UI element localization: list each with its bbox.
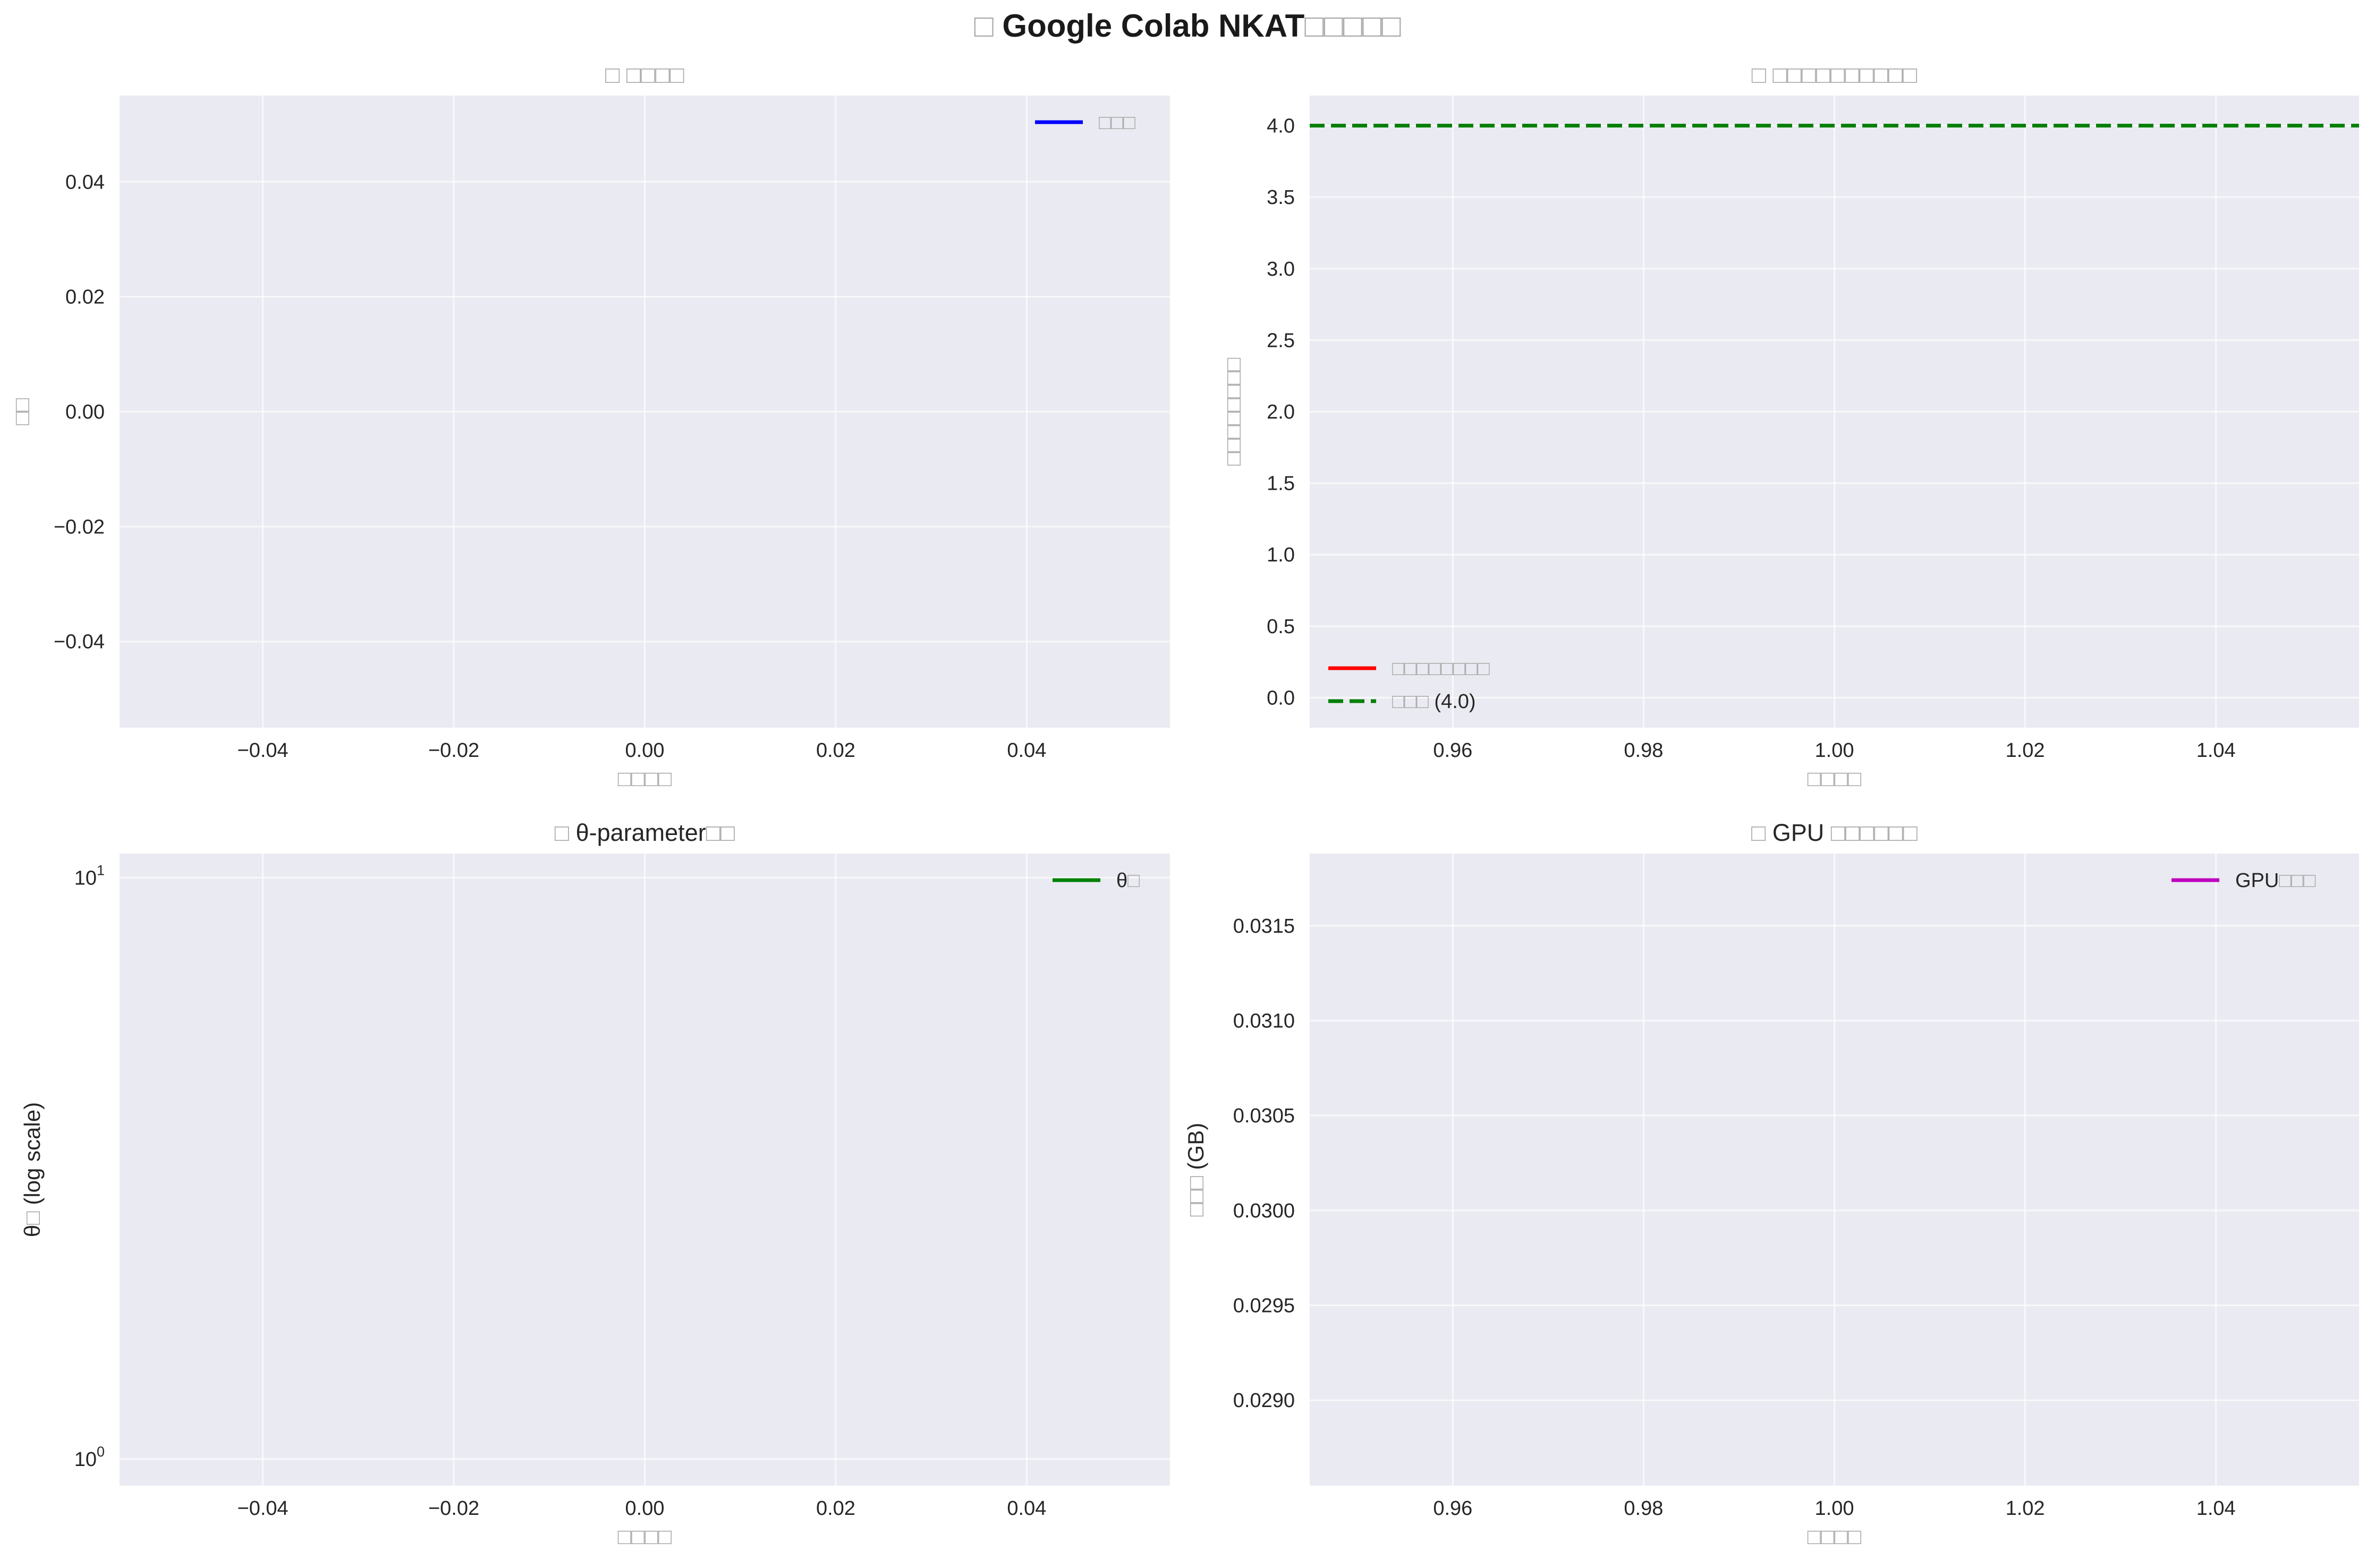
y-tick-label: 0.0295 — [1233, 1295, 1295, 1317]
x-tick-label: 0.98 — [1624, 739, 1663, 762]
legend-entry: □□□ (4.0) — [1328, 691, 1476, 713]
x-tick-label: 0.04 — [1007, 1497, 1046, 1520]
y-tick-label: 3.0 — [1267, 258, 1295, 280]
y-tick-label: −0.04 — [54, 631, 105, 653]
y-tick-label: −0.02 — [54, 516, 105, 538]
y-tick-label: 100 — [74, 1444, 105, 1471]
y-tick-label: 4.0 — [1267, 115, 1295, 138]
y-tick-label: 0.0290 — [1233, 1390, 1295, 1412]
y-tick-label: 0.0305 — [1233, 1105, 1295, 1127]
y-axis-label: θ□ (log scale) — [20, 1102, 45, 1237]
y-axis-label: □□□□□□□□ — [1220, 357, 1245, 466]
x-axis-label: □□□□ — [618, 1524, 672, 1549]
legend-entry: GPU□□□ — [2172, 870, 2315, 892]
x-tick-label: −0.02 — [428, 1497, 479, 1520]
subplot-title: □ GPU □□□□□□ — [1751, 819, 1918, 846]
x-tick-label: 0.96 — [1433, 739, 1472, 762]
x-tick-label: 0.00 — [625, 1497, 665, 1520]
x-axis-label: □□□□ — [1808, 1524, 1862, 1549]
x-tick-label: 0.98 — [1624, 1497, 1663, 1520]
y-tick-label: 2.0 — [1267, 401, 1295, 423]
legend-label: □□□ (4.0) — [1392, 691, 1476, 713]
subplot-title: □ □□□□ — [605, 61, 684, 88]
legend-entry: □□□□□□□□ — [1328, 658, 1490, 680]
y-tick-label: 0.04 — [65, 171, 105, 193]
subplot-ax3: −0.04 −0.02 0.00 0.02 0.04 100 101 □ θ-paramete… — [20, 819, 1170, 1549]
y-tick-label: 2.5 — [1267, 329, 1295, 352]
x-axis-label: □□□□ — [1808, 766, 1862, 791]
y-tick-label: 101 — [74, 862, 105, 889]
x-tick-label: −0.04 — [238, 739, 289, 762]
y-tick-label: 0.00 — [65, 401, 105, 423]
y-tick-label: 0.02 — [65, 286, 105, 309]
y-tick-label: 0.0 — [1267, 687, 1295, 709]
x-tick-label: 0.02 — [816, 739, 855, 762]
x-tick-label: 1.00 — [1815, 739, 1854, 762]
x-tick-label: 0.00 — [625, 739, 665, 762]
subplot-ax1: −0.04 −0.02 0.00 0.02 0.04 −0.04 −0.02 0.00 0.02… — [9, 61, 1170, 791]
legend-label: θ□ — [1116, 870, 1140, 892]
x-tick-label: −0.04 — [238, 1497, 289, 1520]
x-axis-label: □□□□ — [618, 766, 672, 791]
y-axis-label: □□□ (GB) — [1183, 1123, 1208, 1216]
y-tick-label: 3.5 — [1267, 186, 1295, 209]
y-tick-label: 1.0 — [1267, 544, 1295, 566]
subplot-ax4: 0.96 0.98 1.00 1.02 1.04 0.0290 0.0295 0.0300 0.… — [1183, 819, 2359, 1549]
y-axis-label: □□ — [9, 398, 34, 425]
figure-title: □ Google Colab NKAT□□□□□ — [974, 8, 1401, 44]
x-tick-label: 1.04 — [2196, 1497, 2236, 1520]
y-tick-label: 0.5 — [1267, 616, 1295, 638]
x-tick-label: 0.02 — [816, 1497, 855, 1520]
subplot-ax2: 0.96 0.98 1.00 1.02 1.04 0.0 0.5 1.0 1.5 2.0 2.5 3.… — [1220, 61, 2359, 791]
y-tick-label: 0.0300 — [1233, 1200, 1295, 1222]
y-tick-label: 0.0310 — [1233, 1010, 1295, 1032]
legend-label: GPU□□□ — [2235, 870, 2315, 892]
legend-label: □□□□□□□□ — [1392, 658, 1490, 680]
x-tick-label: 1.02 — [2006, 1497, 2045, 1520]
x-tick-label: 0.96 — [1433, 1497, 1472, 1520]
legend-label: □□□ — [1099, 112, 1135, 134]
x-tick-label: −0.02 — [428, 739, 479, 762]
subplot-title: □ □□□□□□□□□□ — [1752, 61, 1918, 88]
x-tick-label: 1.02 — [2006, 739, 2045, 762]
x-tick-label: 0.04 — [1007, 739, 1046, 762]
x-tick-label: 1.04 — [2196, 739, 2236, 762]
legend-entry: θ□ — [1053, 870, 1140, 892]
y-tick-label: 0.0315 — [1233, 915, 1295, 938]
legend-entry: □□□ — [1035, 112, 1135, 134]
x-tick-label: 1.00 — [1815, 1497, 1854, 1520]
subplot-title: □ θ-parameter□□ — [555, 819, 735, 846]
y-tick-label: 1.5 — [1267, 473, 1295, 495]
